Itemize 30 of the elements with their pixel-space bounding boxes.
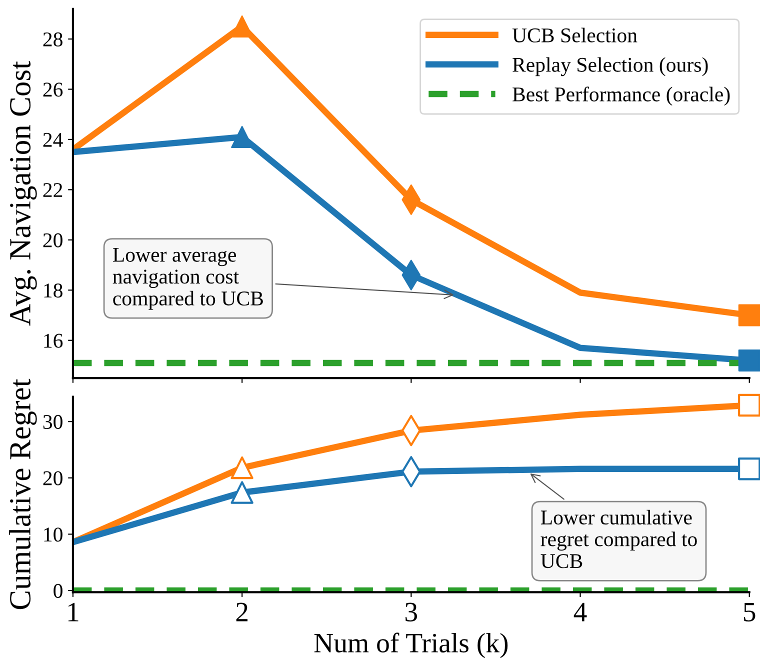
annotation: Lower average navigation cost compared to UCB <box>112 248 263 310</box>
x-tick-label: 1 <box>68 602 78 622</box>
y-tick-label: 22 <box>43 183 62 197</box>
y-tick-label: 18 <box>44 284 62 298</box>
x-tick-label: 3 <box>406 602 418 622</box>
legend-label: Best Performance (oracle) <box>512 86 730 106</box>
y-tick-label: 0 <box>54 584 62 598</box>
legend-label: Replay Selection (ours) <box>512 57 708 76</box>
y-axis-title: Avg. Navigation Cost <box>10 61 37 326</box>
annotation: Lower cumulative regret compared to UCB <box>540 510 697 568</box>
y-tick-label: 26 <box>43 82 63 97</box>
y-axis-title: Cumulative Regret <box>9 378 37 610</box>
point <box>230 456 254 480</box>
point <box>738 304 760 326</box>
legend-label: UCB Selection <box>512 28 638 42</box>
x-tick-label: 5 <box>744 603 756 622</box>
x-tick-label: 4 <box>574 602 587 622</box>
x-axis-title: Num of Trials (k) <box>314 632 508 658</box>
y-tick-label: 20 <box>43 471 62 486</box>
point <box>738 458 760 480</box>
point <box>738 349 760 372</box>
y-tick-label: 16 <box>44 334 63 348</box>
x-tick-label: 2 <box>236 602 248 622</box>
point <box>738 394 760 417</box>
y-tick-label: 20 <box>43 233 62 248</box>
y-tick-label: 24 <box>43 132 63 147</box>
y-tick-label: 28 <box>43 32 62 46</box>
point <box>230 481 254 504</box>
y-tick-label: 10 <box>44 528 62 542</box>
y-tick-label: 30 <box>43 414 62 429</box>
